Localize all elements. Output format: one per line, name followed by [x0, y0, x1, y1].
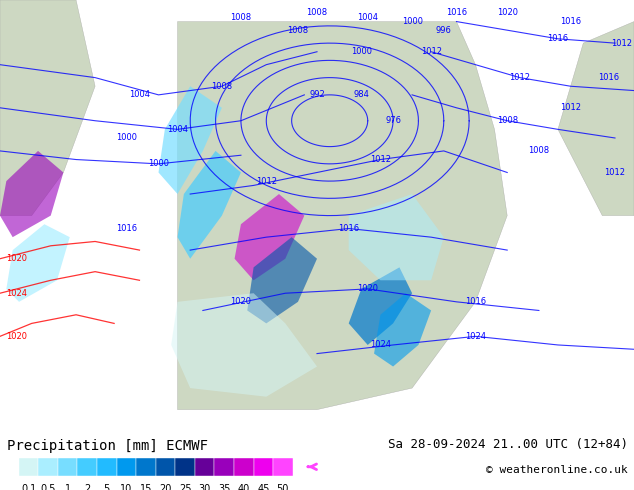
Text: 1012: 1012	[370, 155, 391, 164]
Text: 1016: 1016	[446, 8, 467, 18]
Text: 35: 35	[218, 484, 230, 490]
Polygon shape	[0, 0, 95, 216]
Text: 1004: 1004	[357, 13, 378, 22]
Text: 0.5: 0.5	[41, 484, 56, 490]
Text: 992: 992	[309, 90, 325, 99]
Bar	[77, 458, 97, 475]
Polygon shape	[171, 293, 317, 397]
Bar	[175, 458, 195, 475]
Text: 25: 25	[179, 484, 191, 490]
Text: Sa 28-09-2024 21..00 UTC (12+84): Sa 28-09-2024 21..00 UTC (12+84)	[387, 438, 628, 451]
Bar	[214, 458, 234, 475]
Text: 1008: 1008	[306, 8, 328, 18]
Text: 1016: 1016	[598, 73, 619, 82]
Text: 1012: 1012	[256, 176, 277, 186]
Polygon shape	[247, 237, 317, 323]
Text: 1008: 1008	[496, 116, 518, 125]
Text: 1024: 1024	[465, 332, 486, 341]
Polygon shape	[0, 151, 63, 237]
Text: 1024: 1024	[370, 341, 391, 349]
Bar	[38, 458, 58, 475]
Text: 50: 50	[276, 484, 289, 490]
Text: 1004: 1004	[129, 90, 150, 99]
Text: 1012: 1012	[560, 103, 581, 112]
Text: © weatheronline.co.uk: © weatheronline.co.uk	[486, 466, 628, 475]
Text: 1000: 1000	[116, 133, 138, 143]
Bar	[156, 458, 175, 475]
Text: 1000: 1000	[148, 159, 169, 169]
Text: 1012: 1012	[509, 73, 531, 82]
Polygon shape	[349, 194, 444, 280]
Text: 10: 10	[120, 484, 133, 490]
Text: 1004: 1004	[167, 125, 188, 134]
Polygon shape	[178, 22, 507, 410]
Text: 1012: 1012	[611, 39, 632, 48]
Polygon shape	[374, 293, 431, 367]
Text: 984: 984	[353, 90, 370, 99]
Bar	[58, 458, 77, 475]
Text: 1020: 1020	[230, 297, 252, 306]
Text: 1000: 1000	[351, 47, 372, 56]
Bar	[117, 458, 136, 475]
Text: 5: 5	[104, 484, 110, 490]
Text: 976: 976	[385, 116, 401, 125]
Bar	[195, 458, 214, 475]
Text: 40: 40	[238, 484, 250, 490]
Polygon shape	[235, 194, 304, 280]
Bar	[273, 458, 293, 475]
Text: 996: 996	[436, 25, 452, 35]
Text: 2: 2	[84, 484, 91, 490]
Bar	[234, 458, 254, 475]
Text: Precipitation [mm] ECMWF: Precipitation [mm] ECMWF	[7, 439, 208, 453]
Text: 20: 20	[159, 484, 172, 490]
Polygon shape	[158, 86, 222, 194]
Text: 1008: 1008	[528, 147, 550, 155]
Text: 1000: 1000	[401, 17, 423, 26]
Text: 1008: 1008	[287, 25, 309, 35]
Text: 1020: 1020	[357, 284, 378, 294]
Bar	[97, 458, 117, 475]
Text: 1012: 1012	[604, 168, 626, 177]
Text: 1: 1	[65, 484, 71, 490]
Text: 1016: 1016	[116, 224, 138, 233]
Bar	[254, 458, 273, 475]
Polygon shape	[178, 151, 241, 259]
Text: 0.1: 0.1	[21, 484, 36, 490]
Text: 1008: 1008	[230, 13, 252, 22]
Polygon shape	[6, 224, 70, 302]
Bar	[19, 458, 38, 475]
Text: 45: 45	[257, 484, 269, 490]
Polygon shape	[349, 268, 412, 345]
Text: 15: 15	[139, 484, 152, 490]
Text: 30: 30	[198, 484, 210, 490]
Text: 1020: 1020	[6, 254, 27, 263]
Bar	[136, 458, 156, 475]
Text: 1024: 1024	[6, 289, 27, 298]
Text: 1012: 1012	[420, 47, 442, 56]
Text: 1016: 1016	[560, 17, 581, 26]
Text: 1008: 1008	[211, 82, 233, 91]
Polygon shape	[558, 22, 634, 216]
Text: 1016: 1016	[338, 224, 359, 233]
Text: 1016: 1016	[465, 297, 486, 306]
Text: 1020: 1020	[6, 332, 27, 341]
Text: 1016: 1016	[547, 34, 569, 43]
Text: 1020: 1020	[496, 8, 518, 18]
